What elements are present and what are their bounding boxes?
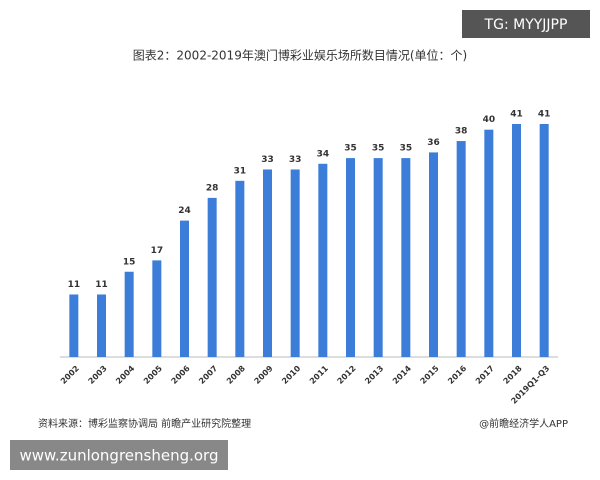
bar: [429, 152, 438, 357]
bar: [401, 158, 411, 357]
bar: [180, 220, 189, 357]
site-text: www.zunlongrensheng.org: [20, 447, 219, 465]
credit: @前瞻经济学人APP: [479, 417, 568, 430]
bar: [235, 180, 245, 357]
bar: [207, 197, 217, 357]
bar: [512, 124, 521, 357]
value-label: 41: [510, 110, 523, 120]
value-label: 33: [261, 155, 274, 165]
value-label: 24: [178, 206, 191, 216]
value-label: 11: [95, 280, 108, 290]
bar: [539, 124, 549, 357]
bar: [373, 158, 383, 357]
value-label: 38: [455, 127, 468, 137]
value-label: 35: [400, 144, 413, 154]
site-box: [10, 440, 228, 470]
bar: [124, 271, 134, 357]
bar: [69, 294, 79, 357]
chart-title: 图表2：2002-2019年澳门博彩业娱乐场所数目情况(单位：个): [133, 48, 467, 63]
bar: [152, 260, 162, 357]
tag-text: TG: MYYJJPP: [484, 17, 568, 33]
tag-box: [462, 10, 590, 38]
bar: [318, 163, 328, 357]
value-label: 31: [234, 166, 247, 176]
bar: [346, 158, 355, 357]
value-label: 35: [372, 144, 385, 154]
bar: [290, 169, 300, 357]
value-label: 11: [68, 280, 81, 290]
bar: [97, 294, 106, 357]
value-label: 17: [151, 246, 164, 256]
bar: [456, 141, 466, 357]
value-label: 28: [206, 183, 219, 193]
value-label: 33: [289, 155, 302, 165]
value-label: 40: [483, 115, 496, 125]
value-label: 35: [344, 144, 357, 154]
value-label: 41: [538, 110, 551, 120]
bar: [263, 169, 272, 357]
value-label: 36: [427, 138, 440, 148]
bar: [484, 129, 494, 357]
value-label: 34: [317, 149, 330, 159]
value-label: 15: [123, 257, 136, 267]
source-note: 资料来源：博彩监察协调局 前瞻产业研究院整理: [38, 417, 251, 430]
